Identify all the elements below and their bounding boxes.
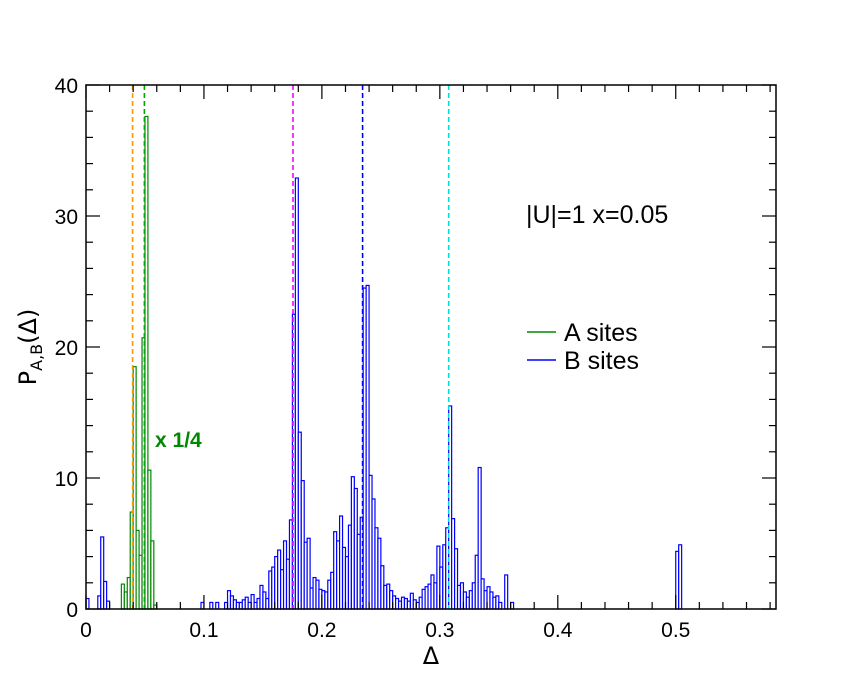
x-tick-label-4: 0.4 (543, 619, 573, 642)
x-axis-label: Δ (423, 642, 440, 670)
parameter-annotation: |U|=1 x=0.05 (526, 201, 668, 229)
x-tick-label-5: 0.5 (661, 619, 690, 642)
plot-frame (85, 84, 777, 610)
bar-b-sites-7 (215, 601, 220, 610)
legend: A sites B sites (527, 319, 639, 375)
y-axis-label: PA,B(Δ) (14, 309, 46, 386)
x-tick-label-1: 0.1 (189, 619, 218, 642)
x-tick-label-2: 0.2 (307, 619, 336, 642)
y-tick-label-1: 10 (55, 468, 78, 491)
legend-label-a-sites: A sites (564, 319, 638, 347)
axis-ticks (85, 84, 776, 610)
bar-b-sites-6 (209, 601, 214, 610)
scale-note: x 1/4 (155, 429, 202, 452)
y-axis-label-tail: (Δ) (14, 309, 42, 344)
y-tick-label-0: 0 (66, 599, 78, 622)
x-tick-label-0: 0 (80, 619, 92, 642)
y-tick-label-2: 20 (55, 337, 78, 360)
y-tick-label-3: 30 (55, 206, 78, 229)
tick-labels: 0 0.1 0.2 0.3 0.4 0.5 0 10 20 30 40 (55, 75, 691, 642)
bar-b-sites-101 (498, 601, 503, 610)
x-tick-label-3: 0.3 (425, 619, 454, 642)
legend-label-b-sites: B sites (564, 347, 639, 375)
bar-b-sites-102 (504, 574, 509, 610)
y-axis-label-subscript: A,B (27, 344, 46, 371)
bar-b-sites-105 (678, 544, 683, 610)
reference-lines (131, 85, 450, 609)
y-tick-label-4: 40 (55, 75, 78, 98)
bar-a-sites-10 (150, 540, 155, 610)
y-axis-label-main: P (14, 371, 42, 385)
